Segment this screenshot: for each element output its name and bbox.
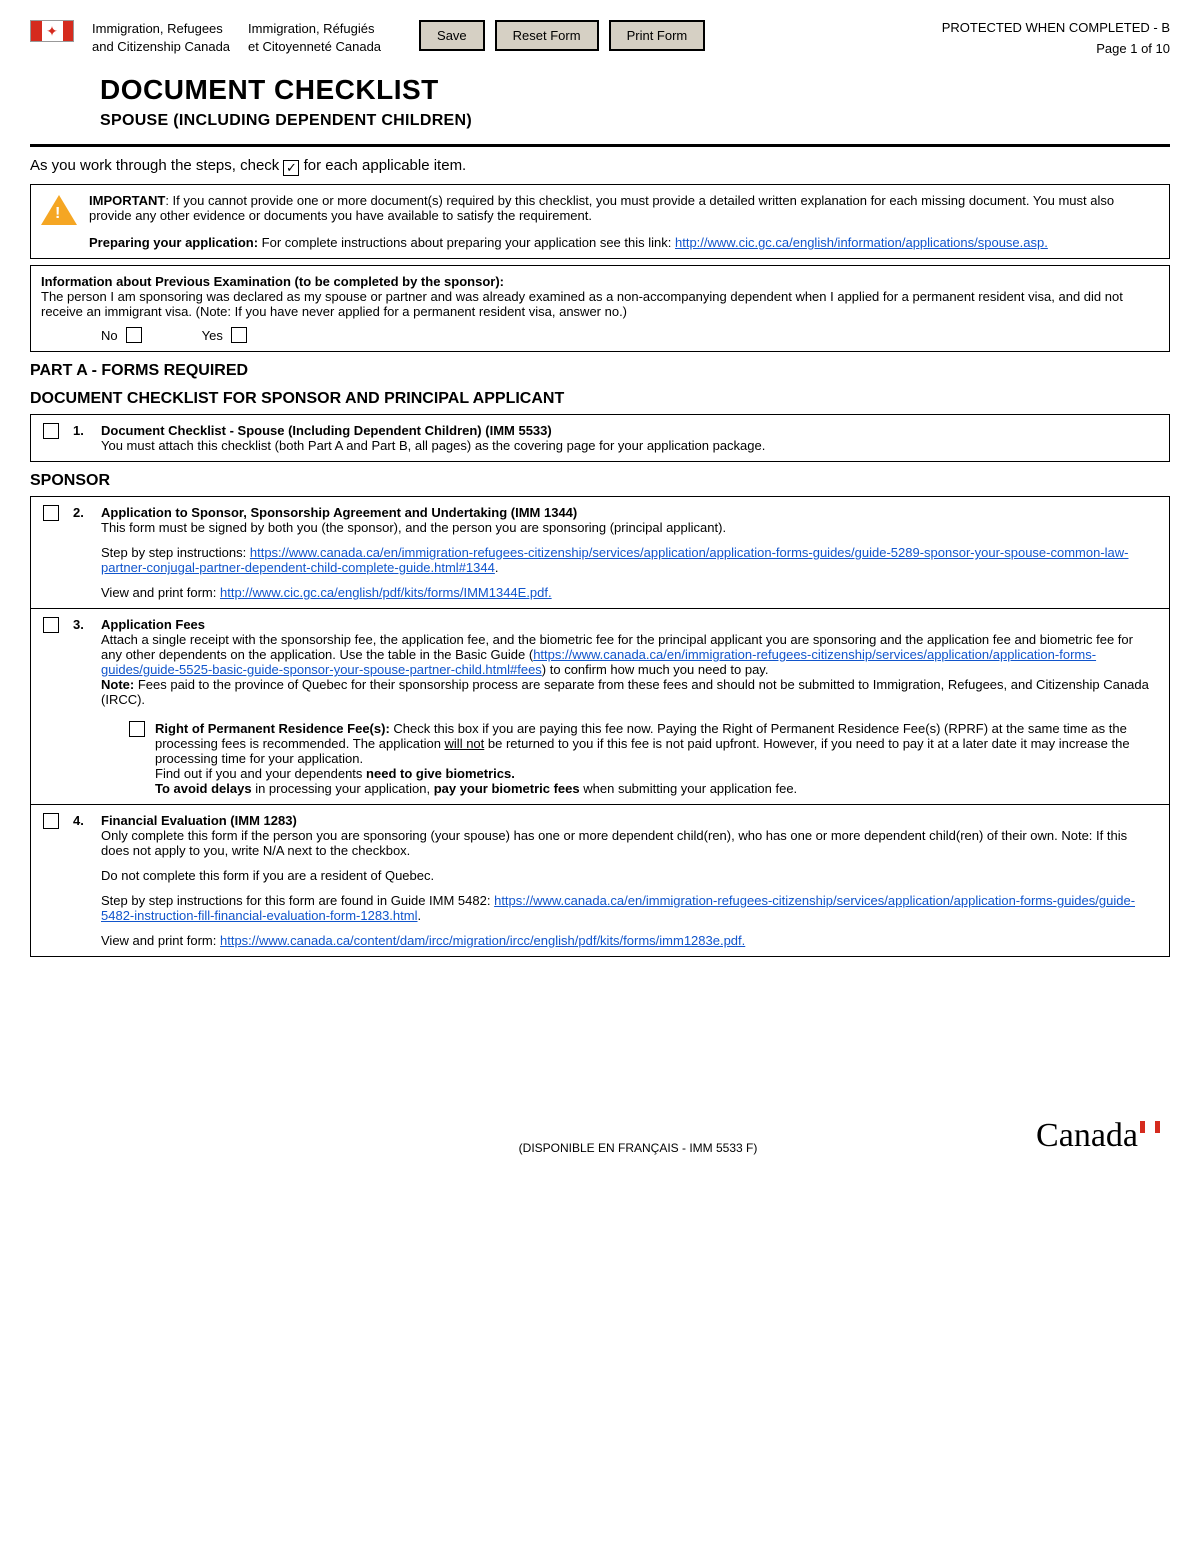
- item3-checkbox[interactable]: [43, 617, 59, 633]
- page-header: ✦ Immigration, Refugees and Citizenship …: [30, 20, 1170, 56]
- intro-text: As you work through the steps, check ✓ f…: [30, 157, 1170, 176]
- item3-note-label: Note:: [101, 677, 134, 692]
- bio-line2d: when submitting your application fee.: [580, 781, 798, 796]
- item2-view-label: View and print form:: [101, 585, 220, 600]
- prev-exam-no-checkbox[interactable]: [126, 327, 142, 343]
- bio-line2a: To avoid delays: [155, 781, 252, 796]
- important-box: IMPORTANT: If you cannot provide one or …: [30, 184, 1170, 259]
- item1-title: Document Checklist - Spouse (Including D…: [101, 423, 1157, 438]
- wordmark-flag-icon: [1140, 1121, 1160, 1133]
- checklist-heading: DOCUMENT CHECKLIST FOR SPONSOR AND PRINC…: [30, 390, 1170, 408]
- bio-line1b: need to give biometrics.: [366, 766, 515, 781]
- item2-text: This form must be signed by both you (th…: [101, 520, 1157, 535]
- bio-line1a: Find out if you and your dependents: [155, 766, 366, 781]
- item2-checkbox[interactable]: [43, 505, 59, 521]
- sponsor-heading: SPONSOR: [30, 472, 1170, 490]
- rprf-checkbox[interactable]: [129, 721, 145, 737]
- bio-line2c: pay your biometric fees: [434, 781, 580, 796]
- document-subtitle: SPOUSE (INCLUDING DEPENDENT CHILDREN): [100, 112, 1170, 130]
- protected-label: PROTECTED WHEN COMPLETED - B: [942, 20, 1170, 35]
- warning-icon: [41, 195, 77, 225]
- item1-number: 1.: [73, 423, 87, 438]
- item2-step-link[interactable]: https://www.canada.ca/en/immigration-ref…: [101, 545, 1129, 575]
- important-label: IMPORTANT: [89, 193, 165, 208]
- item2-view-link[interactable]: http://www.cic.gc.ca/english/pdf/kits/fo…: [220, 585, 552, 600]
- item1-table: 1. Document Checklist - Spouse (Includin…: [30, 414, 1170, 462]
- item4-number: 4.: [73, 813, 87, 828]
- page-footer: (DISPONIBLE EN FRANÇAIS - IMM 5533 F) Ca…: [30, 1117, 1170, 1155]
- canada-flag-icon: ✦: [30, 20, 74, 42]
- rprf-underline: will not: [445, 736, 485, 751]
- print-form-button[interactable]: Print Form: [609, 20, 706, 51]
- item4-text1: Only complete this form if the person yo…: [101, 828, 1157, 858]
- preparing-link[interactable]: http://www.cic.gc.ca/english/information…: [675, 235, 1048, 250]
- form-buttons: Save Reset Form Print Form: [419, 20, 705, 51]
- department-name-en: Immigration, Refugees and Citizenship Ca…: [92, 20, 230, 55]
- item2-step-label: Step by step instructions:: [101, 545, 250, 560]
- item4-title: Financial Evaluation (IMM 1283): [101, 813, 1157, 828]
- save-button[interactable]: Save: [419, 20, 485, 51]
- item3-number: 3.: [73, 617, 87, 632]
- preparing-label: Preparing your application:: [89, 235, 258, 250]
- divider: [30, 144, 1170, 147]
- item3-title: Application Fees: [101, 617, 1157, 632]
- item2-number: 2.: [73, 505, 87, 520]
- prev-exam-yes-checkbox[interactable]: [231, 327, 247, 343]
- department-name-fr: Immigration, Réfugiés et Citoyenneté Can…: [248, 20, 381, 55]
- item3-text: Attach a single receipt with the sponsor…: [101, 632, 1157, 677]
- prev-exam-text: The person I am sponsoring was declared …: [41, 289, 1159, 319]
- item4-step-label: Step by step instructions for this form …: [101, 893, 494, 908]
- page-number: Page 1 of 10: [942, 41, 1170, 56]
- sponsor-table: 2. Application to Sponsor, Sponsorship A…: [30, 496, 1170, 957]
- prev-exam-yes: Yes: [202, 327, 247, 343]
- prev-exam-no: No: [101, 327, 142, 343]
- item2-title: Application to Sponsor, Sponsorship Agre…: [101, 505, 1157, 520]
- preparing-text: For complete instructions about preparin…: [258, 235, 675, 250]
- prev-exam-heading: Information about Previous Examination (…: [41, 274, 504, 289]
- footer-center-text: (DISPONIBLE EN FRANÇAIS - IMM 5533 F): [240, 1141, 1036, 1155]
- rprf-label: Right of Permanent Residence Fee(s):: [155, 721, 390, 736]
- item4-checkbox[interactable]: [43, 813, 59, 829]
- canada-wordmark: Canada: [1036, 1117, 1160, 1155]
- item4-text2: Do not complete this form if you are a r…: [101, 868, 1157, 883]
- item4-view-link[interactable]: https://www.canada.ca/content/dam/ircc/m…: [220, 933, 745, 948]
- previous-exam-box: Information about Previous Examination (…: [30, 265, 1170, 352]
- reset-form-button[interactable]: Reset Form: [495, 20, 599, 51]
- part-a-heading: PART A - FORMS REQUIRED: [30, 362, 1170, 380]
- item1-checkbox[interactable]: [43, 423, 59, 439]
- bio-line2b: in processing your application,: [252, 781, 434, 796]
- document-title: DOCUMENT CHECKLIST: [100, 74, 1170, 106]
- header-right: PROTECTED WHEN COMPLETED - B Page 1 of 1…: [942, 20, 1170, 56]
- item4-view-label: View and print form:: [101, 933, 220, 948]
- important-text: : If you cannot provide one or more docu…: [89, 193, 1114, 223]
- checkbox-demo-icon: ✓: [283, 160, 299, 176]
- item3-note-text: Fees paid to the province of Quebec for …: [101, 677, 1149, 707]
- item1-text: You must attach this checklist (both Par…: [101, 438, 1157, 453]
